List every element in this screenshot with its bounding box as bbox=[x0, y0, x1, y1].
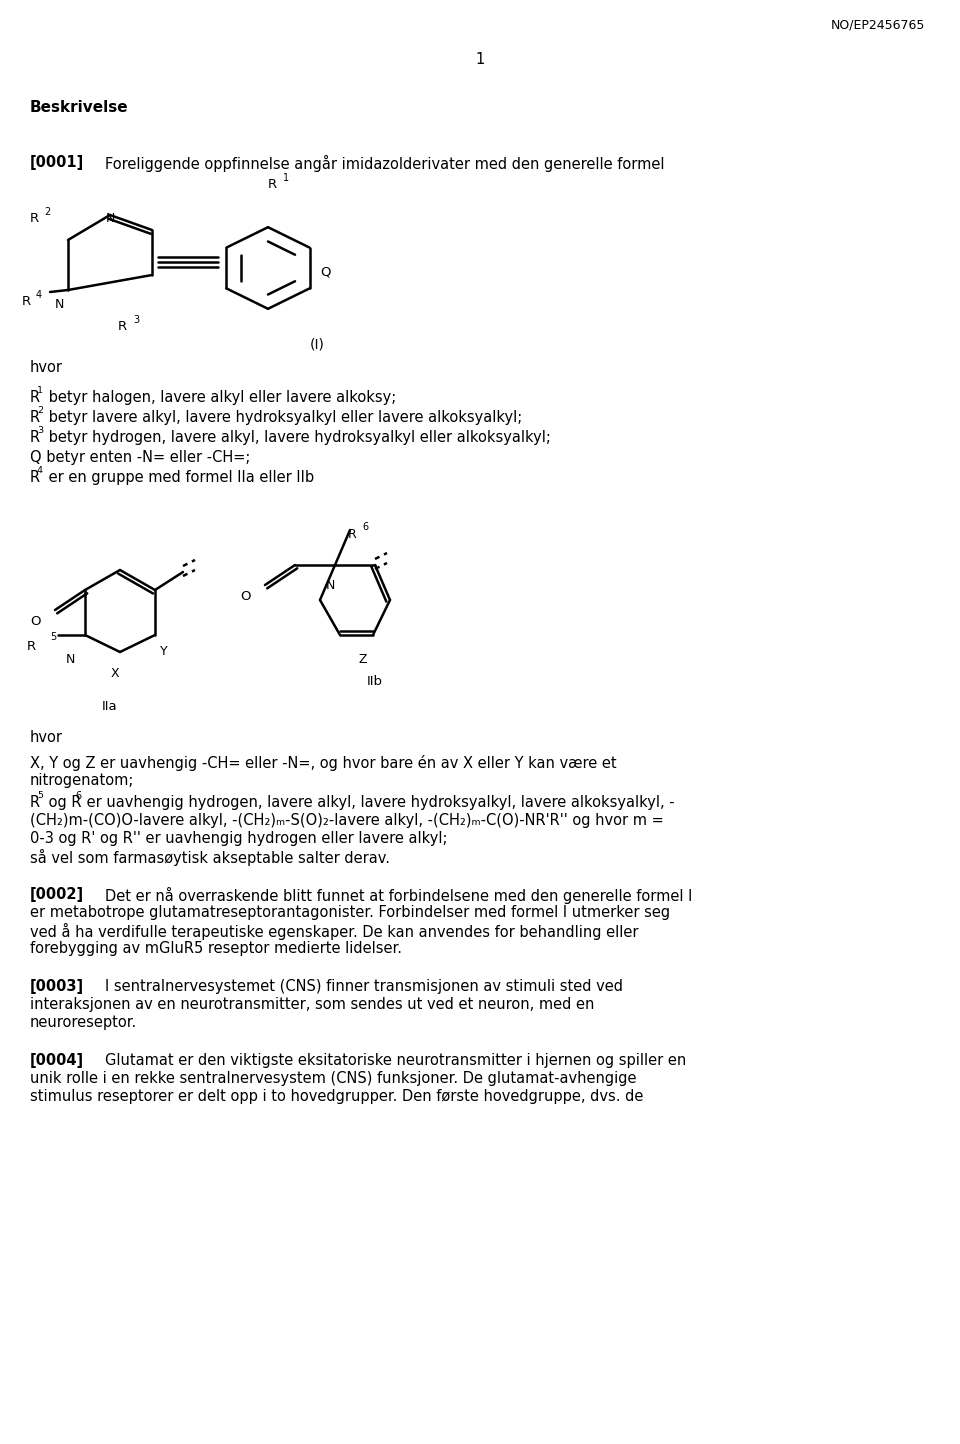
Text: betyr hydrogen, lavere alkyl, lavere hydroksyalkyl eller alkoksyalkyl;: betyr hydrogen, lavere alkyl, lavere hyd… bbox=[44, 430, 551, 445]
Text: 1: 1 bbox=[283, 173, 289, 183]
Text: R: R bbox=[30, 390, 40, 404]
Text: Q betyr enten -N= eller -CH=;: Q betyr enten -N= eller -CH=; bbox=[30, 451, 251, 465]
Text: R: R bbox=[30, 796, 40, 810]
Text: 6: 6 bbox=[75, 791, 82, 801]
Text: N: N bbox=[325, 579, 335, 592]
Text: (CH₂)m-(CO)O-lavere alkyl, -(CH₂)ₘ-S(O)₂-lavere alkyl, -(CH₂)ₘ-C(O)-NR'R'' og hv: (CH₂)m-(CO)O-lavere alkyl, -(CH₂)ₘ-S(O)₂… bbox=[30, 813, 663, 827]
Text: 5: 5 bbox=[50, 632, 57, 643]
Text: R: R bbox=[30, 430, 40, 445]
Text: R: R bbox=[348, 529, 357, 542]
Text: R: R bbox=[30, 469, 40, 485]
Text: 3: 3 bbox=[36, 426, 43, 435]
Text: Beskrivelse: Beskrivelse bbox=[30, 100, 129, 116]
Text: 1: 1 bbox=[475, 52, 485, 66]
Text: er metabotrope glutamatreseptorantagonister. Forbindelser med formel I utmerker : er metabotrope glutamatreseptorantagonis… bbox=[30, 905, 670, 920]
Text: 4: 4 bbox=[36, 466, 43, 475]
Text: forebygging av mGluR5 reseptor medierte lidelser.: forebygging av mGluR5 reseptor medierte … bbox=[30, 941, 402, 956]
Text: R: R bbox=[268, 178, 277, 191]
Text: 5: 5 bbox=[36, 791, 43, 800]
Text: 1: 1 bbox=[36, 386, 43, 396]
Text: Foreliggende oppfinnelse angår imidazolderivater med den generelle formel: Foreliggende oppfinnelse angår imidazold… bbox=[105, 155, 664, 172]
Text: R: R bbox=[30, 212, 39, 225]
Text: Y: Y bbox=[160, 645, 168, 658]
Text: 2: 2 bbox=[44, 206, 50, 217]
Text: er en gruppe med formel IIa eller IIb: er en gruppe med formel IIa eller IIb bbox=[44, 469, 314, 485]
Text: R: R bbox=[27, 640, 36, 653]
Text: [0003]: [0003] bbox=[30, 979, 84, 993]
Text: N: N bbox=[106, 212, 115, 225]
Text: unik rolle i en rekke sentralnervesystem (CNS) funksjoner. De glutamat-avhengige: unik rolle i en rekke sentralnervesystem… bbox=[30, 1071, 636, 1086]
Text: IIb: IIb bbox=[367, 674, 383, 687]
Text: ved å ha verdifulle terapeutiske egenskaper. De kan anvendes for behandling elle: ved å ha verdifulle terapeutiske egenska… bbox=[30, 923, 638, 940]
Text: 6: 6 bbox=[362, 521, 368, 531]
Text: R: R bbox=[118, 321, 127, 334]
Text: O: O bbox=[241, 591, 251, 604]
Text: 4: 4 bbox=[36, 290, 42, 300]
Text: neuroreseptor.: neuroreseptor. bbox=[30, 1015, 137, 1030]
Text: [0004]: [0004] bbox=[30, 1053, 84, 1069]
Text: nitrogenatom;: nitrogenatom; bbox=[30, 773, 134, 788]
Text: og R: og R bbox=[44, 796, 82, 810]
Text: [0002]: [0002] bbox=[30, 887, 84, 902]
Text: R: R bbox=[22, 295, 31, 308]
Text: (I): (I) bbox=[310, 338, 324, 352]
Text: O: O bbox=[31, 615, 41, 628]
Text: interaksjonen av en neurotransmitter, som sendes ut ved et neuron, med en: interaksjonen av en neurotransmitter, so… bbox=[30, 996, 594, 1012]
Text: X: X bbox=[110, 667, 119, 680]
Text: hvor: hvor bbox=[30, 360, 63, 375]
Text: hvor: hvor bbox=[30, 731, 63, 745]
Text: Z: Z bbox=[359, 653, 368, 666]
Text: betyr lavere alkyl, lavere hydroksyalkyl eller lavere alkoksyalkyl;: betyr lavere alkyl, lavere hydroksyalkyl… bbox=[44, 410, 522, 425]
Text: IIa: IIa bbox=[102, 700, 118, 713]
Text: X, Y og Z er uavhengig -CH= eller -N=, og hvor bare én av X eller Y kan være et: X, Y og Z er uavhengig -CH= eller -N=, o… bbox=[30, 755, 616, 771]
Text: Det er nå overraskende blitt funnet at forbindelsene med den generelle formel I: Det er nå overraskende blitt funnet at f… bbox=[105, 887, 692, 904]
Text: så vel som farmasøytisk akseptable salter derav.: så vel som farmasøytisk akseptable salte… bbox=[30, 849, 390, 866]
Text: stimulus reseptorer er delt opp i to hovedgrupper. Den første hovedgruppe, dvs. : stimulus reseptorer er delt opp i to hov… bbox=[30, 1089, 643, 1105]
Text: 3: 3 bbox=[133, 315, 139, 325]
Text: I sentralnervesystemet (CNS) finner transmisjonen av stimuli sted ved: I sentralnervesystemet (CNS) finner tran… bbox=[105, 979, 623, 993]
Text: N: N bbox=[65, 653, 75, 666]
Text: Q: Q bbox=[320, 266, 330, 279]
Text: [0001]: [0001] bbox=[30, 155, 84, 170]
Text: betyr halogen, lavere alkyl eller lavere alkoksy;: betyr halogen, lavere alkyl eller lavere… bbox=[44, 390, 396, 404]
Text: R: R bbox=[30, 410, 40, 425]
Text: N: N bbox=[55, 297, 64, 310]
Text: NO/EP2456765: NO/EP2456765 bbox=[830, 17, 925, 30]
Text: 2: 2 bbox=[36, 406, 43, 414]
Text: Glutamat er den viktigste eksitatoriske neurotransmitter i hjernen og spiller en: Glutamat er den viktigste eksitatoriske … bbox=[105, 1053, 686, 1069]
Text: 0-3 og R' og R'' er uavhengig hydrogen eller lavere alkyl;: 0-3 og R' og R'' er uavhengig hydrogen e… bbox=[30, 830, 447, 846]
Text: er uavhengig hydrogen, lavere alkyl, lavere hydroksyalkyl, lavere alkoksyalkyl, : er uavhengig hydrogen, lavere alkyl, lav… bbox=[83, 796, 675, 810]
